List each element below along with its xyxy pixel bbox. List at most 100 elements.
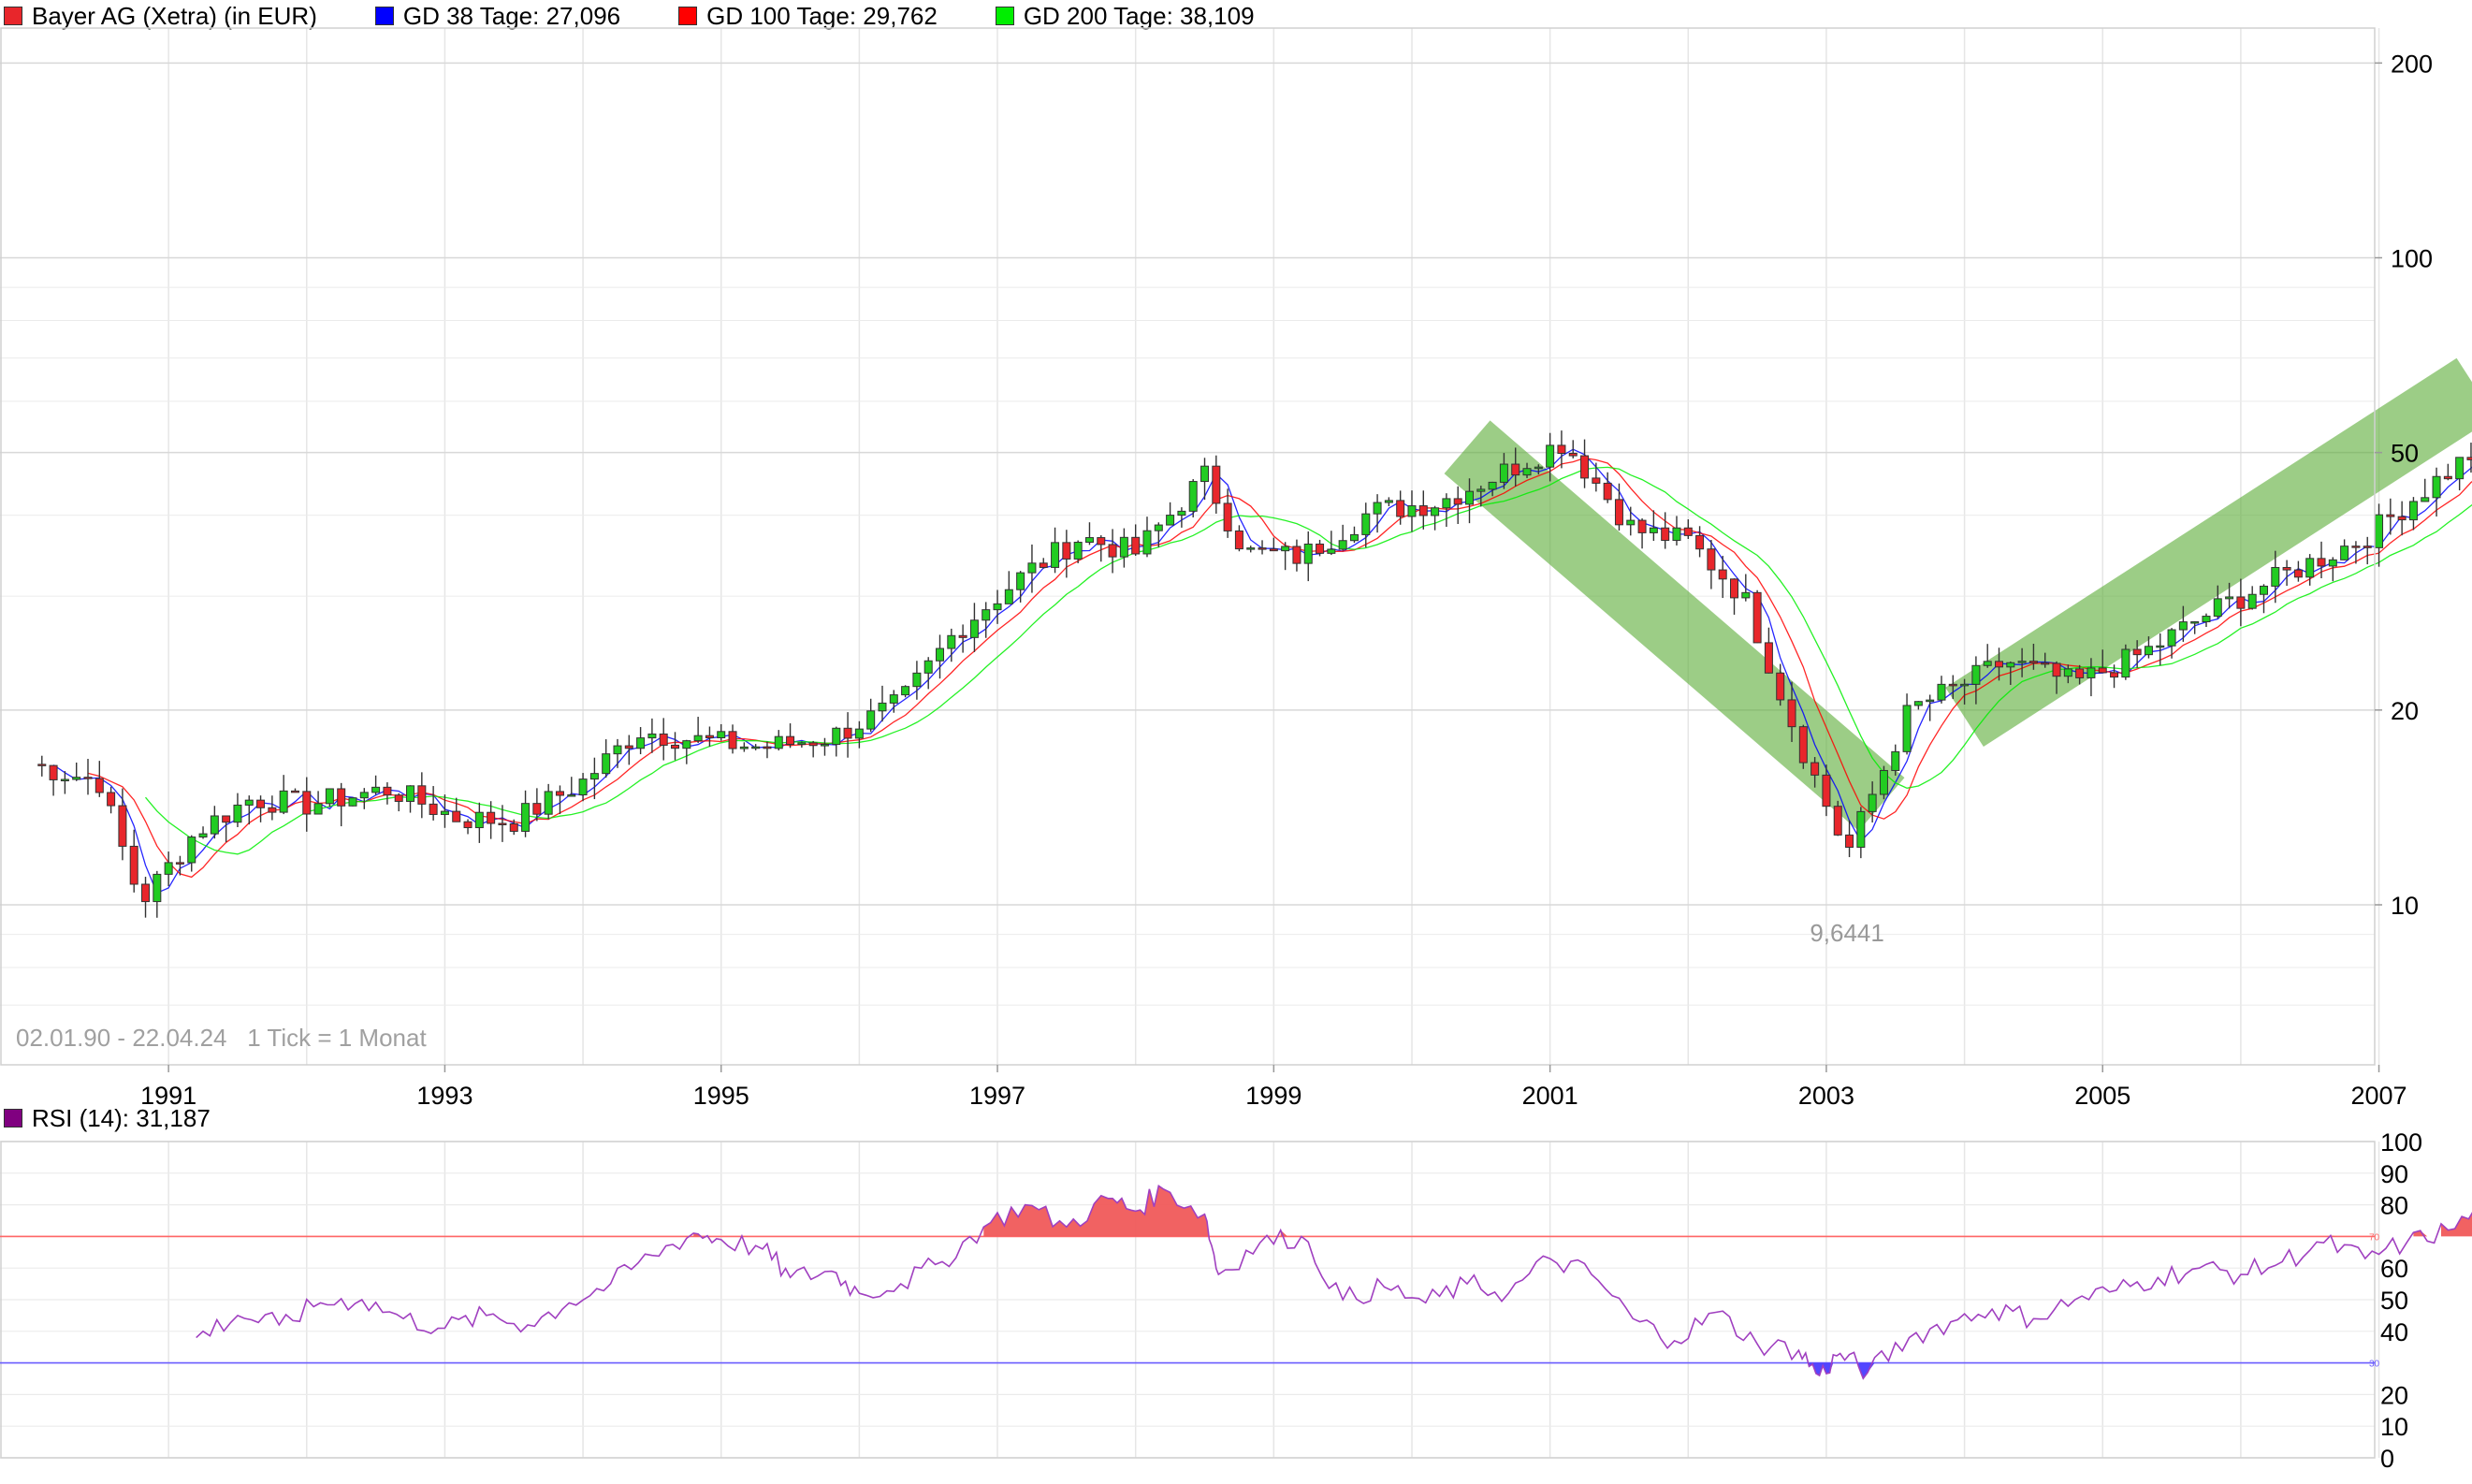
candle-body-down: [808, 742, 818, 747]
candle: [2110, 664, 2119, 689]
candle-body-down: [2041, 662, 2050, 665]
candle-body-up: [832, 727, 841, 746]
candle: [2041, 652, 2050, 668]
candle: [854, 720, 864, 749]
candle-body-up: [1741, 591, 1751, 599]
candle-body-down: [1810, 762, 1820, 776]
candle: [889, 690, 898, 713]
candle: [923, 657, 933, 690]
candle-body-up: [1891, 750, 1900, 771]
candle-body-up: [739, 746, 749, 749]
candle: [1683, 519, 1693, 540]
candle-body-up: [774, 735, 783, 749]
ma-line-2: [87, 457, 2472, 879]
candle: [682, 739, 691, 764]
candle: [1039, 558, 1048, 569]
candle: [728, 724, 737, 754]
legend-swatch-gd38: [374, 7, 394, 25]
candle: [1488, 481, 1497, 497]
candle: [2098, 649, 2107, 674]
candle: [1223, 488, 1232, 538]
candle: [1879, 765, 1888, 800]
candle-body-up: [1154, 524, 1163, 531]
candle: [1384, 497, 1393, 506]
candle: [1649, 510, 1658, 542]
candle: [613, 738, 622, 768]
candle-body-up: [2271, 566, 2280, 587]
candle: [969, 603, 979, 652]
candle-body-down: [1948, 683, 1957, 687]
candle-body-up: [751, 746, 761, 749]
y-tick-label: 10: [2391, 892, 2419, 920]
candle: [1948, 675, 1957, 700]
candle: [1016, 571, 1025, 603]
candle: [383, 782, 392, 805]
candle-body-down: [671, 744, 680, 749]
candle-body-up: [589, 773, 599, 780]
candle: [290, 788, 299, 793]
candle: [1983, 644, 1992, 668]
candle-body-down: [1776, 672, 1785, 701]
candle: [751, 744, 761, 750]
legend-swatch-gd100: [678, 7, 698, 25]
candle: [1994, 647, 2003, 681]
candle-body-up: [1338, 540, 1347, 550]
candle-body-down: [2317, 558, 2326, 567]
candle: [1718, 556, 1727, 599]
candle: [1822, 764, 1831, 817]
candle: [1234, 525, 1243, 552]
candle-body-up: [1960, 683, 1970, 687]
candle-body-down: [1729, 578, 1738, 599]
y-tick-label: 200: [2391, 50, 2433, 78]
candle: [901, 685, 910, 698]
candle: [1707, 539, 1716, 589]
candle: [1937, 676, 1946, 704]
candle: [1476, 486, 1486, 507]
legend-item-gd38: GD 38 Tage: 27,096: [371, 2, 620, 31]
candle-body-up: [2087, 667, 2096, 678]
candle: [2178, 605, 2188, 642]
candle-body-up: [1119, 536, 1128, 558]
y-tick-label: 20: [2391, 697, 2419, 725]
candle: [2225, 582, 2234, 609]
candle: [1592, 462, 1601, 492]
candle: [2466, 443, 2472, 473]
candle-body-up: [578, 778, 588, 796]
candle: [2259, 584, 2268, 614]
candle-body-down: [256, 799, 266, 808]
rsi-70-label: 70: [2369, 1232, 2380, 1243]
candle-body-down: [1661, 527, 1670, 542]
candle-body-down: [129, 845, 138, 885]
candle-body-up: [198, 833, 208, 838]
candle: [671, 732, 680, 761]
candle: [198, 826, 208, 839]
candle-body-up: [1084, 537, 1094, 544]
candle: [1926, 694, 1935, 721]
candle-body-down: [1637, 519, 1647, 533]
candle-body-down: [1845, 834, 1854, 848]
candle-body-down: [95, 778, 104, 793]
candle: [1258, 540, 1267, 555]
candle: [1614, 483, 1623, 531]
candle-body-down: [2052, 662, 2061, 677]
candle-body-up: [325, 788, 334, 805]
candle-body-up: [474, 811, 484, 829]
y-tick-label: 100: [2391, 245, 2433, 273]
candle-body-down: [1752, 591, 1762, 644]
candle: [717, 723, 726, 741]
candle: [1511, 447, 1520, 487]
candle: [1131, 524, 1141, 556]
rsi-y-tick-label: 90: [2380, 1160, 2408, 1188]
candle-body-up: [936, 647, 945, 662]
candle: [302, 777, 312, 832]
candle-body-down: [509, 822, 518, 832]
candle: [371, 775, 381, 795]
candle-body-up: [1004, 589, 1013, 604]
candle-body-up: [153, 873, 162, 903]
candle: [1396, 490, 1405, 525]
trend-channel-1: [1444, 420, 1905, 831]
candle: [141, 877, 151, 918]
candle: [210, 806, 219, 839]
candle-body-down: [1614, 499, 1623, 526]
candle: [233, 793, 242, 827]
